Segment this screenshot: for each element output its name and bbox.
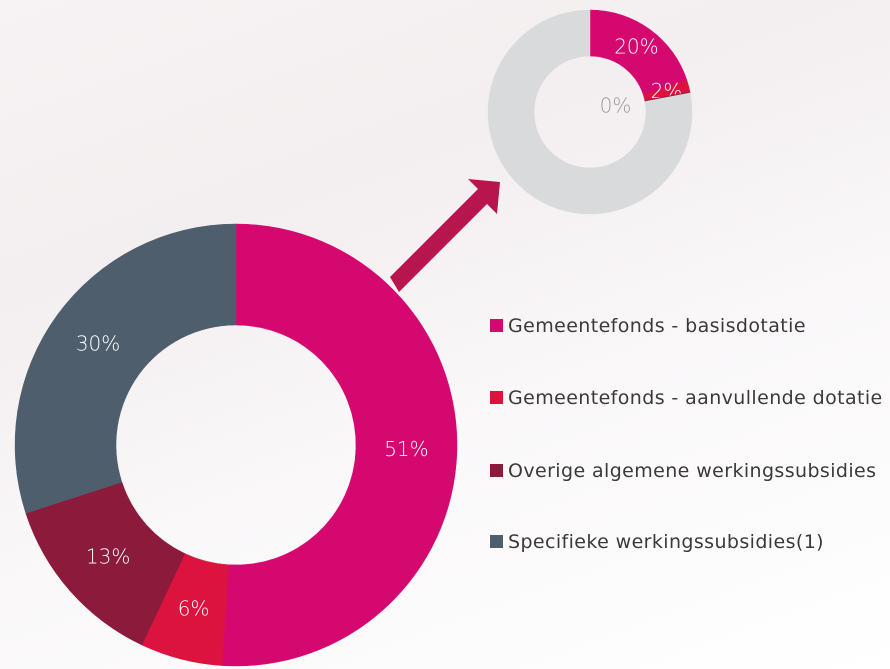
data-label: 6% [178,597,210,621]
data-label: 0% [600,94,632,118]
data-label: 30% [76,331,120,355]
legend-swatch [490,535,503,548]
data-label: 51% [384,437,428,461]
data-label: 13% [86,544,130,568]
main-donut: 51% 6% 13% 30% [15,224,457,666]
legend-label: Overige algemene werkingssubsidies [508,458,876,484]
legend-swatch [490,464,503,477]
legend-label: Gemeentefonds - aanvullende dotatie [508,385,883,411]
legend-label: Gemeentefonds - basisdotatie [508,313,806,339]
legend-swatch [490,319,503,332]
legend-label: Specifieke werkingssubsidies(1) [508,529,824,555]
page: 51% 6% 13% 30% 20%2%0% Gemeentefonds - basi… [0,0,890,669]
data-label: 20% [614,35,658,59]
legend-item: Gemeentefonds - aanvullende dotatie [490,385,885,411]
legend-item: Gemeentefonds - basisdotatie [490,313,885,339]
small-donut: 20%2%0% [488,10,692,214]
legend-item: Specifieke werkingssubsidies(1) [490,529,885,555]
arrow [390,179,500,292]
donut-segment [15,224,236,513]
legend-item: Overige algemene werkingssubsidies [490,458,885,484]
legend-swatch [490,391,503,404]
